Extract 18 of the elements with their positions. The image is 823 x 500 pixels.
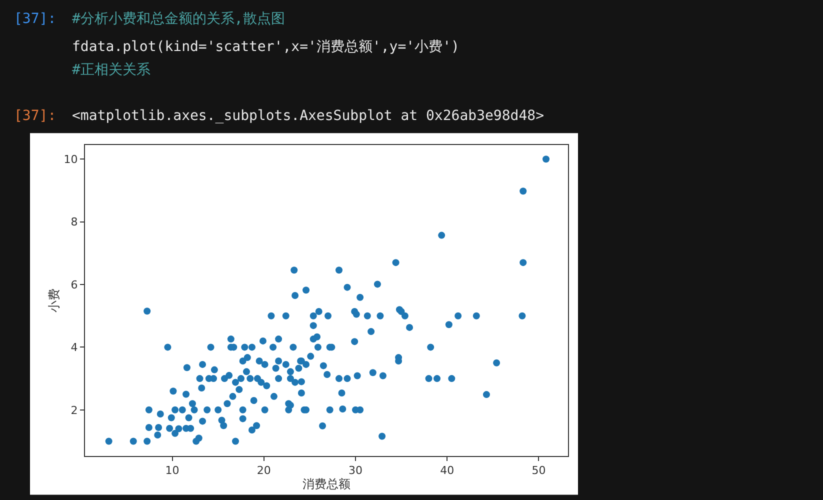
text: [37]: [14,11,56,27]
text: #正相关关系 [72,62,150,78]
text: #分析小费和总金额的关系,散点图 [72,11,285,27]
x-tick-label: 50 [532,464,546,478]
y-tick-label: 8 [70,216,78,229]
y-tick-label: 2 [70,404,78,417]
x-tick-label: 10 [165,464,180,478]
x-tick-label: 40 [440,464,454,478]
text: <matplotlib.axes._subplots.AxesSubplot at 0x26ab3e98d48> [72,108,544,124]
x-axis-title: 消费总额 [302,477,350,492]
x-tick-label: 30 [348,464,362,478]
y-tick-label: 4 [70,341,78,354]
x-tick-label: 20 [256,464,271,478]
y-axis-title: 小费 [47,288,62,312]
y-tick-label: 6 [70,278,78,292]
text: [37]: [14,108,56,124]
text: fdata.plot(kind='scatter',x='消费总额',y='小费') [72,39,460,55]
y-tick-label: 10 [64,152,78,166]
